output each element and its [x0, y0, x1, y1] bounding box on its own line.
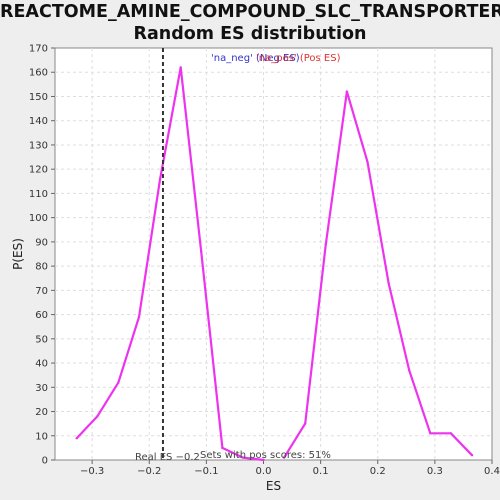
y-tick-label: 150: [29, 92, 48, 103]
data-point: [449, 432, 453, 435]
chart-title-line2: Random ES distribution: [133, 24, 367, 44]
data-point: [262, 458, 265, 462]
data-point: [282, 456, 286, 459]
data-point: [96, 415, 99, 418]
x-tick-label: 0.3: [427, 466, 443, 477]
y-tick-label: 170: [29, 44, 48, 55]
data-point: [304, 422, 307, 425]
x-tick-label: 0.1: [313, 466, 329, 477]
data-point: [200, 250, 203, 253]
data-point: [429, 432, 432, 435]
data-point: [75, 436, 78, 440]
x-tick-label: −0.3: [80, 466, 104, 477]
y-axis-ticks: 0 10 20 30 40 50 60 70 80 90 100 110 120 130 140 150 160…: [29, 44, 55, 467]
real-es-label: Real ES −0.2: [135, 452, 200, 463]
data-point: [345, 90, 349, 93]
y-tick-label: 0: [42, 456, 48, 467]
data-point: [221, 446, 224, 450]
y-tick-label: 100: [29, 213, 48, 224]
y-tick-label: 30: [35, 383, 48, 394]
y-tick-label: 110: [29, 189, 48, 200]
y-tick-label: 80: [35, 262, 48, 273]
chart-title-line1: REACTOME_AMINE_COMPOUND_SLC_TRANSPORTERS…: [0, 2, 500, 22]
legend-pos: 'na_pos' (Pos ES): [256, 53, 341, 64]
y-tick-label: 50: [35, 334, 48, 345]
data-point: [387, 281, 390, 285]
data-point: [137, 315, 141, 319]
x-axis-label: ES: [266, 479, 281, 493]
x-tick-label: 0.0: [256, 466, 272, 477]
y-tick-label: 120: [29, 165, 48, 176]
y-axis-label: P(ES): [11, 238, 25, 270]
legend-neg: 'na_neg' (Neg ES): [211, 53, 300, 64]
pos-scores-annotation: Sets with pos scores: 51%: [200, 450, 331, 461]
y-tick-label: 10: [35, 431, 48, 442]
data-point: [407, 369, 411, 372]
series-group: [75, 66, 474, 462]
y-tick-label: 40: [35, 359, 48, 370]
data-point: [158, 177, 162, 181]
x-tick-label: −0.2: [137, 466, 161, 477]
y-tick-label: 140: [29, 116, 48, 127]
data-point: [179, 66, 182, 69]
y-tick-label: 20: [35, 407, 48, 418]
x-tick-label: 0.2: [370, 466, 386, 477]
y-tick-label: 70: [35, 286, 48, 297]
plot-area: [54, 47, 493, 461]
series-line-neg: [75, 66, 264, 462]
grid-lines: [55, 48, 492, 460]
x-axis-ticks: −0.3 −0.2 −0.1 0.0 0.1 0.2 0.3 0.4: [80, 460, 500, 477]
y-tick-label: 130: [29, 140, 48, 151]
data-point: [241, 456, 245, 459]
x-tick-label: −0.1: [194, 466, 218, 477]
y-tick-label: 90: [35, 237, 48, 248]
x-tick-label: 0.4: [484, 466, 500, 477]
data-point: [470, 453, 474, 457]
y-tick-label: 160: [29, 68, 48, 79]
data-point: [366, 160, 369, 164]
series-line-pos: [283, 90, 473, 459]
data-point: [324, 243, 327, 246]
data-point: [117, 381, 120, 384]
y-tick-label: 60: [35, 310, 48, 321]
